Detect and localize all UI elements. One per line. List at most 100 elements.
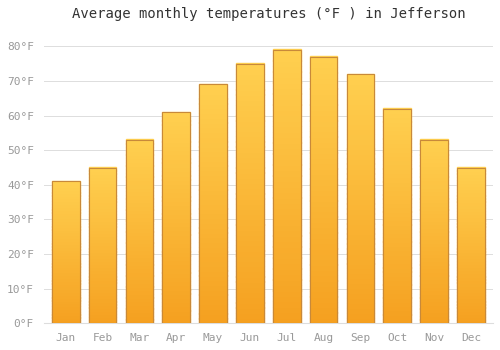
Bar	[346, 223, 374, 229]
Bar	[384, 113, 411, 117]
Bar	[346, 263, 374, 268]
Bar	[126, 191, 154, 195]
Bar	[200, 180, 227, 185]
Bar	[52, 252, 80, 255]
Bar	[457, 208, 485, 211]
Bar	[346, 79, 374, 84]
Bar	[200, 228, 227, 232]
Bar	[384, 198, 411, 203]
Bar	[89, 211, 117, 214]
Bar	[52, 260, 80, 264]
Bar	[273, 219, 300, 225]
Bar	[89, 289, 117, 292]
Bar	[310, 254, 338, 259]
Bar	[126, 297, 154, 301]
Bar	[457, 264, 485, 267]
Bar	[384, 160, 411, 164]
Bar	[310, 94, 338, 99]
Bar	[52, 190, 80, 193]
Bar	[310, 184, 338, 190]
Bar	[162, 260, 190, 264]
Bar	[126, 154, 154, 158]
Bar	[200, 165, 227, 170]
Bar	[457, 276, 485, 280]
Bar	[236, 240, 264, 245]
Bar	[346, 203, 374, 209]
Bar	[126, 147, 154, 151]
Bar	[162, 289, 190, 294]
Bar	[236, 126, 264, 131]
Bar	[162, 137, 190, 142]
Bar	[384, 272, 411, 276]
Bar	[236, 276, 264, 282]
Bar	[273, 153, 300, 159]
Bar	[273, 312, 300, 318]
Bar	[236, 69, 264, 74]
Bar	[236, 266, 264, 271]
Bar	[52, 289, 80, 292]
Bar	[52, 292, 80, 295]
Bar	[457, 254, 485, 258]
Bar	[126, 220, 154, 224]
Bar	[200, 232, 227, 237]
Bar	[420, 261, 448, 265]
Bar	[126, 294, 154, 298]
Bar	[200, 141, 227, 147]
Bar	[236, 302, 264, 308]
Bar	[346, 124, 374, 129]
Bar	[52, 320, 80, 323]
Bar	[126, 264, 154, 268]
Bar	[89, 186, 117, 189]
Bar	[162, 315, 190, 319]
Bar	[273, 285, 300, 290]
Bar	[420, 279, 448, 283]
Bar	[384, 220, 411, 225]
Bar	[236, 287, 264, 292]
Bar	[236, 136, 264, 141]
Bar	[200, 294, 227, 300]
Bar	[346, 119, 374, 124]
Bar	[200, 304, 227, 309]
Bar	[126, 242, 154, 246]
Bar	[236, 292, 264, 298]
Bar	[346, 308, 374, 313]
Bar	[420, 268, 448, 272]
Bar	[236, 141, 264, 147]
Bar	[200, 266, 227, 271]
Bar	[420, 205, 448, 210]
Bar	[420, 235, 448, 239]
Bar	[310, 152, 338, 158]
Bar	[236, 105, 264, 110]
Bar	[236, 235, 264, 240]
Bar	[200, 204, 227, 209]
Bar	[162, 302, 190, 307]
Bar	[457, 217, 485, 220]
Bar	[457, 167, 485, 171]
Bar	[384, 284, 411, 289]
Bar	[162, 167, 190, 171]
Bar	[89, 314, 117, 317]
Bar	[420, 158, 448, 162]
Bar	[162, 222, 190, 226]
Bar	[420, 253, 448, 257]
Bar	[52, 201, 80, 204]
Bar	[273, 279, 300, 285]
Bar	[273, 137, 300, 143]
Bar	[273, 192, 300, 197]
Bar	[126, 301, 154, 305]
Bar	[126, 261, 154, 265]
Bar	[236, 177, 264, 183]
Bar	[310, 67, 338, 73]
Bar	[236, 245, 264, 251]
Bar	[310, 136, 338, 142]
Bar	[457, 301, 485, 304]
Bar	[52, 306, 80, 309]
Bar	[384, 301, 411, 306]
Bar	[420, 312, 448, 316]
Bar	[420, 231, 448, 235]
Bar	[52, 312, 80, 315]
Bar	[236, 271, 264, 277]
Bar	[384, 263, 411, 267]
Bar	[420, 301, 448, 305]
Bar	[346, 84, 374, 89]
